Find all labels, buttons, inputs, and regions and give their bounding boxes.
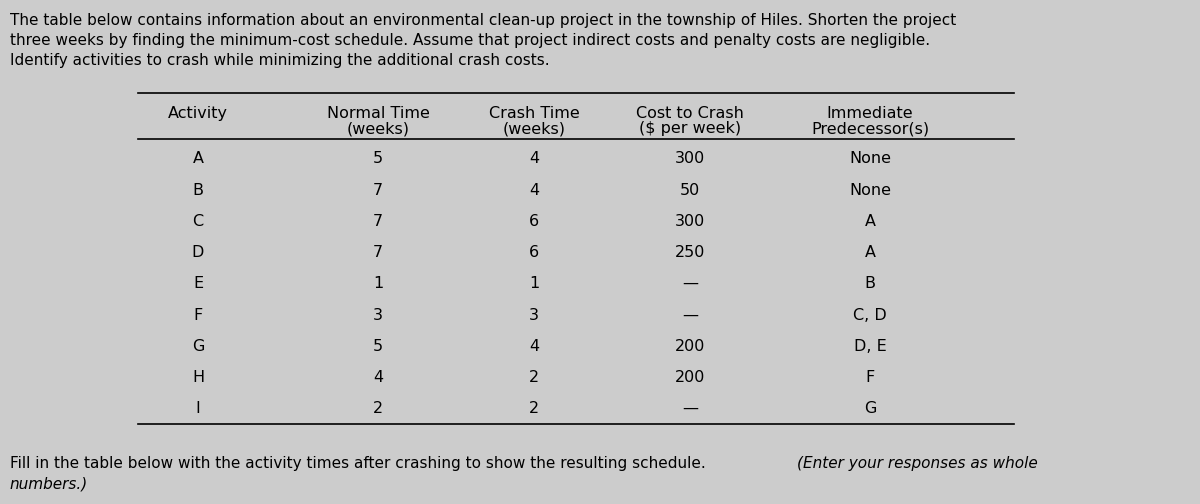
Text: Predecessor(s): Predecessor(s) [811,121,929,136]
Text: 2: 2 [529,370,539,385]
Text: —: — [682,307,698,323]
Text: 1: 1 [529,276,539,291]
Text: 6: 6 [529,214,539,229]
Text: None: None [850,151,890,166]
Text: 1: 1 [373,276,383,291]
Text: 4: 4 [529,339,539,354]
Text: H: H [192,370,204,385]
Text: 200: 200 [674,370,706,385]
Text: 4: 4 [529,182,539,198]
Text: C: C [192,214,204,229]
Text: The table below contains information about an environmental clean-up project in : The table below contains information abo… [10,13,956,28]
Text: (Enter your responses as whole: (Enter your responses as whole [797,456,1038,471]
Text: 4: 4 [529,151,539,166]
Text: E: E [193,276,203,291]
Text: ($ per week): ($ per week) [638,121,742,136]
Text: 5: 5 [373,151,383,166]
Text: 7: 7 [373,245,383,260]
Text: G: G [192,339,204,354]
Text: 250: 250 [674,245,706,260]
Text: D, E: D, E [853,339,887,354]
Text: 300: 300 [674,214,706,229]
Text: 6: 6 [529,245,539,260]
Text: None: None [850,182,890,198]
Text: 50: 50 [680,182,700,198]
Text: G: G [864,401,876,416]
Text: F: F [193,307,203,323]
Text: (weeks): (weeks) [347,121,409,136]
Text: 200: 200 [674,339,706,354]
Text: B: B [192,182,204,198]
Text: 4: 4 [373,370,383,385]
Text: 7: 7 [373,214,383,229]
Text: A: A [864,245,876,260]
Text: D: D [192,245,204,260]
Text: 5: 5 [373,339,383,354]
Text: 2: 2 [373,401,383,416]
Text: C, D: C, D [853,307,887,323]
Text: Normal Time: Normal Time [326,106,430,121]
Text: B: B [864,276,876,291]
Text: 3: 3 [529,307,539,323]
Text: (weeks): (weeks) [503,121,565,136]
Text: Identify activities to crash while minimizing the additional crash costs.: Identify activities to crash while minim… [10,53,550,68]
Text: A: A [192,151,204,166]
Text: Immediate: Immediate [827,106,913,121]
Text: I: I [196,401,200,416]
Text: Cost to Crash: Cost to Crash [636,106,744,121]
Text: 3: 3 [373,307,383,323]
Text: 300: 300 [674,151,706,166]
Text: Crash Time: Crash Time [488,106,580,121]
Text: 2: 2 [529,401,539,416]
Text: A: A [864,214,876,229]
Text: Activity: Activity [168,106,228,121]
Text: F: F [865,370,875,385]
Text: numbers.): numbers.) [10,476,88,491]
Text: three weeks by finding the minimum-cost schedule. Assume that project indirect c: three weeks by finding the minimum-cost … [10,33,930,48]
Text: —: — [682,276,698,291]
Text: —: — [682,401,698,416]
Text: Fill in the table below with the activity times after crashing to show the resul: Fill in the table below with the activit… [10,456,710,471]
Text: 7: 7 [373,182,383,198]
